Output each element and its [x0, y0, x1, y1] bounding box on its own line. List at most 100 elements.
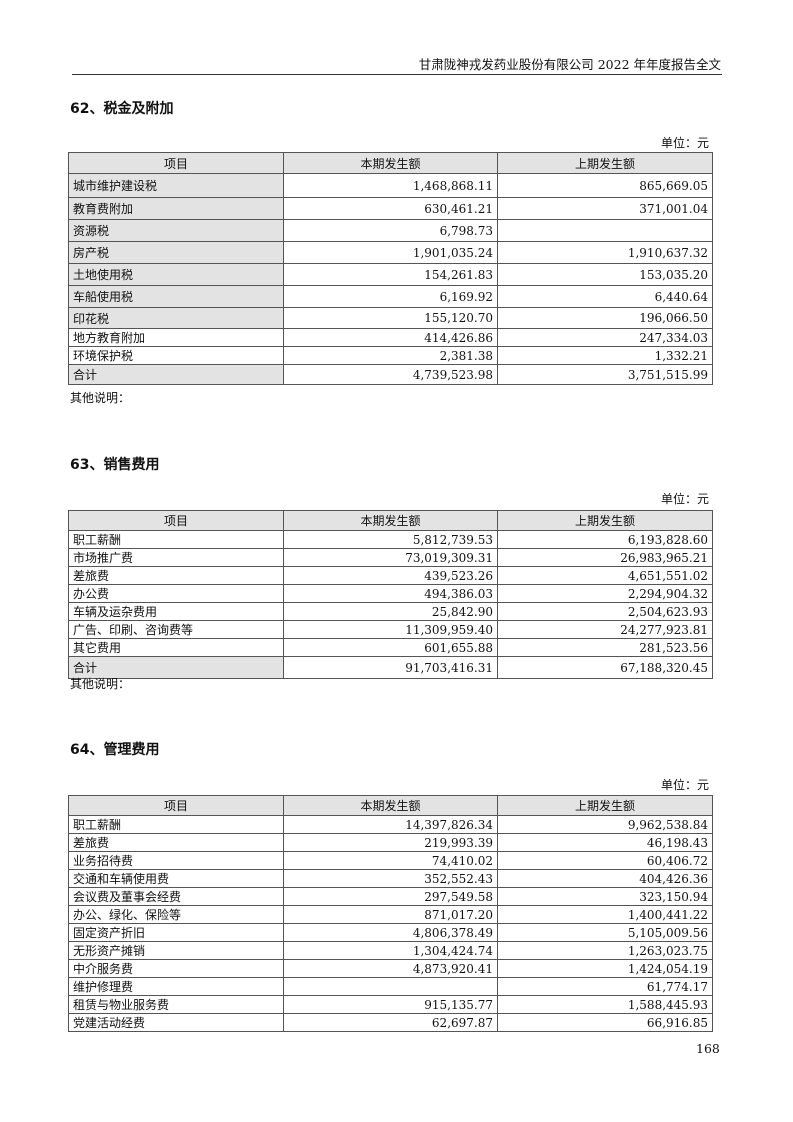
table-row: 职工薪酬 14,397,826.34 9,962,538.84	[68, 815, 713, 834]
table-row: 无形资产摊销 1,304,424.74 1,263,023.75	[68, 941, 713, 960]
column-header-prior: 上期发生额	[497, 795, 713, 816]
cell-prior-amount: 46,198.43	[497, 833, 713, 852]
column-header-item: 项目	[68, 510, 284, 531]
cell-current-amount: 871,017.20	[283, 905, 498, 924]
cell-current-amount: 219,993.39	[283, 833, 498, 852]
table-row: 职工薪酬 5,812,739.53 6,193,828.60	[68, 530, 713, 549]
cell-current-amount: 915,135.77	[283, 995, 498, 1014]
other-notes-label: 其他说明：	[70, 391, 131, 405]
cell-current-amount: 352,552.43	[283, 869, 498, 888]
cell-current-amount: 25,842.90	[283, 602, 498, 621]
table-row: 业务招待费 74,410.02 60,406.72	[68, 851, 713, 870]
section-title: 63、销售费用	[70, 457, 160, 473]
unit-label: 单位：元	[660, 778, 709, 792]
cell-item: 车辆及运杂费用	[68, 602, 284, 621]
cell-item: 资源税	[68, 219, 284, 242]
cell-current-amount: 297,549.58	[283, 887, 498, 906]
cell-current-amount: 14,397,826.34	[283, 815, 498, 834]
cell-item: 合计	[68, 364, 284, 385]
cell-prior-amount: 1,332.21	[497, 346, 713, 365]
table-row: 广告、印刷、咨询费等 11,309,959.40 24,277,923.81	[68, 620, 713, 639]
cell-prior-amount: 24,277,923.81	[497, 620, 713, 639]
cell-item: 教育费附加	[68, 197, 284, 220]
cell-current-amount: 2,381.38	[283, 346, 498, 365]
cell-current-amount: 91,703,416.31	[283, 656, 498, 679]
header-rule	[72, 74, 722, 75]
cell-prior-amount: 61,774.17	[497, 977, 713, 996]
cell-current-amount: 1,468,868.11	[283, 173, 498, 198]
table-row: 差旅费 439,523.26 4,651,551.02	[68, 566, 713, 585]
cell-prior-amount: 371,001.04	[497, 197, 713, 220]
table-row: 交通和车辆使用费 352,552.43 404,426.36	[68, 869, 713, 888]
cell-item: 差旅费	[68, 833, 284, 852]
cell-prior-amount: 4,651,551.02	[497, 566, 713, 585]
cell-current-amount: 74,410.02	[283, 851, 498, 870]
cell-current-amount: 6,169.92	[283, 285, 498, 308]
table-admin-expenses: 项目 本期发生额 上期发生额 职工薪酬 14,397,826.34 9,962,538.8…	[68, 795, 713, 1032]
cell-current-amount: 11,309,959.40	[283, 620, 498, 639]
cell-prior-amount: 865,669.05	[497, 173, 713, 198]
table-row: 中介服务费 4,873,920.41 1,424,054.19	[68, 959, 713, 978]
table-header-row: 项目 本期发生额 上期发生额	[68, 152, 713, 174]
section-title: 64、管理费用	[70, 742, 160, 758]
table-row: 差旅费 219,993.39 46,198.43	[68, 833, 713, 852]
table-selling-expenses: 项目 本期发生额 上期发生额 职工薪酬 5,812,739.53 6,193,828.60…	[68, 510, 713, 679]
table-row: 办公费 494,386.03 2,294,904.32	[68, 584, 713, 603]
column-header-current: 本期发生额	[283, 795, 498, 816]
cell-current-amount: 154,261.83	[283, 263, 498, 286]
cell-current-amount: 155,120.70	[283, 307, 498, 329]
cell-item: 维护修理费	[68, 977, 284, 996]
cell-prior-amount: 323,150.94	[497, 887, 713, 906]
cell-item: 车船使用税	[68, 285, 284, 308]
cell-current-amount: 73,019,309.31	[283, 548, 498, 567]
cell-prior-amount: 67,188,320.45	[497, 656, 713, 679]
table-row: 租赁与物业服务费 915,135.77 1,588,445.93	[68, 995, 713, 1014]
cell-item: 环境保护税	[68, 346, 284, 365]
cell-item: 其它费用	[68, 638, 284, 657]
table-row: 车船使用税 6,169.92 6,440.64	[68, 285, 713, 308]
cell-item: 印花税	[68, 307, 284, 329]
cell-prior-amount: 1,400,441.22	[497, 905, 713, 924]
cell-current-amount: 1,901,035.24	[283, 241, 498, 264]
cell-item: 广告、印刷、咨询费等	[68, 620, 284, 639]
table-row: 环境保护税 2,381.38 1,332.21	[68, 346, 713, 365]
cell-prior-amount: 153,035.20	[497, 263, 713, 286]
cell-item: 党建活动经费	[68, 1013, 284, 1032]
cell-prior-amount: 1,910,637.32	[497, 241, 713, 264]
cell-prior-amount: 247,334.03	[497, 328, 713, 347]
cell-item: 固定资产折旧	[68, 923, 284, 942]
cell-prior-amount: 60,406.72	[497, 851, 713, 870]
table-row: 合计 91,703,416.31 67,188,320.45	[68, 656, 713, 679]
cell-prior-amount: 6,193,828.60	[497, 530, 713, 549]
cell-item: 业务招待费	[68, 851, 284, 870]
column-header-prior: 上期发生额	[497, 152, 713, 174]
table-row: 车辆及运杂费用 25,842.90 2,504,623.93	[68, 602, 713, 621]
column-header-prior: 上期发生额	[497, 510, 713, 531]
table-row: 资源税 6,798.73	[68, 219, 713, 242]
table-row: 地方教育附加 414,426.86 247,334.03	[68, 328, 713, 347]
cell-item: 办公费	[68, 584, 284, 603]
table-row: 办公、绿化、保险等 871,017.20 1,400,441.22	[68, 905, 713, 924]
column-header-current: 本期发生额	[283, 152, 498, 174]
unit-label: 单位：元	[660, 492, 709, 506]
cell-item: 城市维护建设税	[68, 173, 284, 198]
cell-current-amount: 630,461.21	[283, 197, 498, 220]
cell-prior-amount: 196,066.50	[497, 307, 713, 329]
table-row: 会议费及董事会经费 297,549.58 323,150.94	[68, 887, 713, 906]
table-row: 合计 4,739,523.98 3,751,515.99	[68, 364, 713, 385]
table-header-row: 项目 本期发生额 上期发生额	[68, 510, 713, 531]
table-row: 房产税 1,901,035.24 1,910,637.32	[68, 241, 713, 264]
table-row: 教育费附加 630,461.21 371,001.04	[68, 197, 713, 220]
cell-prior-amount: 1,424,054.19	[497, 959, 713, 978]
cell-item: 土地使用税	[68, 263, 284, 286]
table-row: 城市维护建设税 1,468,868.11 865,669.05	[68, 173, 713, 198]
column-header-item: 项目	[68, 152, 284, 174]
cell-current-amount: 5,812,739.53	[283, 530, 498, 549]
cell-item: 无形资产摊销	[68, 941, 284, 960]
cell-prior-amount	[497, 219, 713, 242]
cell-current-amount: 414,426.86	[283, 328, 498, 347]
cell-item: 中介服务费	[68, 959, 284, 978]
cell-prior-amount: 1,263,023.75	[497, 941, 713, 960]
table-row: 党建活动经费 62,697.87 66,916.85	[68, 1013, 713, 1032]
